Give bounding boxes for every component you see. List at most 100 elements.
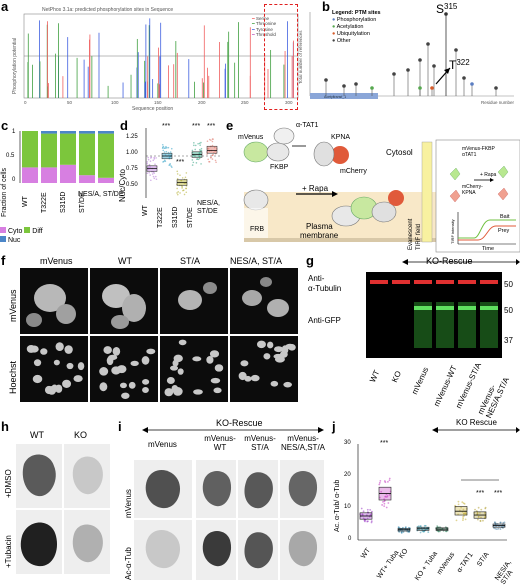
inset-labels: mVenus-FKBP αTAT1 <box>462 146 495 158</box>
j-point <box>493 521 496 524</box>
i-header: KO-Rescue <box>216 418 263 428</box>
nucleus <box>47 385 57 395</box>
g-row-tubulin: α-Tubulin <box>308 284 342 293</box>
j-point <box>461 501 464 504</box>
c-xtick: S315D <box>60 191 67 213</box>
j-point <box>383 480 386 482</box>
j-point <box>422 530 425 533</box>
g-lane: KO <box>390 369 404 384</box>
j-point <box>387 480 389 483</box>
nucleus <box>64 345 73 354</box>
j-point <box>427 531 430 534</box>
d-point <box>193 142 195 144</box>
label-fkbp: FKBP <box>270 164 289 171</box>
d-star: *** <box>192 123 201 130</box>
d-point <box>191 159 194 161</box>
d-point <box>208 138 211 141</box>
netphos-xlabel: Sequence position <box>132 106 174 112</box>
label-rapa: + Rapa <box>302 184 329 193</box>
nucleus <box>209 350 220 358</box>
ptm-site <box>494 86 498 90</box>
legend-other: Other <box>336 38 351 44</box>
nucleus <box>250 374 260 382</box>
label-tirf-intensity: TIRF intensity <box>450 219 455 244</box>
panel-c-stacked-bar: Fraction of cells 1 0.5 0 WT T322E S315D… <box>0 125 124 245</box>
nucleus <box>130 360 139 366</box>
site2-number: 322 <box>456 58 470 67</box>
j-point <box>370 520 373 523</box>
d-point <box>169 151 172 153</box>
c-ytick: 0.5 <box>6 153 15 159</box>
d-point <box>181 185 183 188</box>
d-ytick: 1.00 <box>126 150 138 156</box>
ptm-site <box>454 48 458 52</box>
d-point <box>200 147 203 150</box>
ptm-xlabel: Residue number <box>481 100 515 105</box>
f-row-hoechst: Hoechst <box>8 360 18 394</box>
i-col-nes: mVenus-NES/A,ST/A <box>280 434 325 452</box>
i-arrow <box>142 427 324 433</box>
g-lanes: WT KO mVenus mVenus-WT mVenus-ST/A mVenu… <box>366 358 516 419</box>
d-xtick: S315D <box>172 206 179 228</box>
nucleus <box>26 344 36 353</box>
d-point <box>206 140 209 143</box>
j-xtick: ST/A <box>476 551 491 569</box>
d-point <box>167 151 170 154</box>
gfp-band <box>436 306 454 310</box>
panel-i-micrographs: KO-Rescue mVenus mVenus-WT mVenus-ST/A m… <box>118 418 325 584</box>
nucleus <box>62 379 72 388</box>
j-point <box>366 508 369 511</box>
d-point <box>185 172 188 174</box>
g-mw-37: 37 <box>504 336 513 345</box>
c-ytick: 0 <box>12 177 16 183</box>
nucleus <box>32 374 43 384</box>
j-point <box>463 514 465 517</box>
label-mvenus: mVenus <box>238 134 264 141</box>
d-point <box>150 179 152 182</box>
d-point <box>146 162 148 165</box>
j-point <box>383 502 386 505</box>
d-point <box>146 172 149 174</box>
d-point <box>153 172 156 174</box>
j-point <box>385 496 388 498</box>
j-point <box>457 500 460 503</box>
d-point <box>164 147 167 149</box>
h-img-wt-dmso <box>16 444 62 508</box>
d-point <box>181 187 183 189</box>
j-point <box>378 481 381 484</box>
e-svg <box>243 127 520 253</box>
j-point <box>477 506 480 509</box>
c-xticks: WT T322E S315D ST/DE NES/A, ST/DE <box>20 183 124 223</box>
j-point <box>402 531 405 533</box>
panel-d-boxplot: Nuc/Cyto 1.25 1.00 0.75 0.50 *** *** ***… <box>116 123 224 244</box>
j-point <box>382 500 384 503</box>
j-point <box>369 508 372 511</box>
i-img-3b <box>238 520 278 580</box>
legend-threshold: Threshold <box>255 31 276 37</box>
label-mcherry: mCherry <box>340 168 367 175</box>
c-bar-diff <box>98 133 114 178</box>
j-point <box>462 519 464 521</box>
tubulin-band <box>370 280 388 284</box>
d-point <box>210 139 212 141</box>
legend-serine: Serine <box>255 16 269 21</box>
d-ytick: 1.25 <box>126 134 138 140</box>
d-point <box>154 163 156 165</box>
c-bar-diff <box>22 131 38 168</box>
j-point <box>484 516 486 519</box>
g-lane: mVenus-WT <box>432 364 459 408</box>
gfp-smear <box>480 302 498 348</box>
xtick: 250 <box>241 100 249 105</box>
j-point <box>480 508 483 511</box>
d-point <box>177 191 180 193</box>
nucleus <box>66 362 74 370</box>
nucleus <box>128 381 136 389</box>
nucleus <box>33 359 42 367</box>
panel-f-label: f <box>1 253 6 268</box>
j-box <box>454 506 468 516</box>
gfp-band <box>458 306 476 310</box>
j-xtick: NES/A, ST/A <box>494 559 515 586</box>
panel-i-label: i <box>118 419 122 434</box>
f-row-mvenus: mVenus <box>8 289 18 322</box>
d-point <box>162 149 165 152</box>
